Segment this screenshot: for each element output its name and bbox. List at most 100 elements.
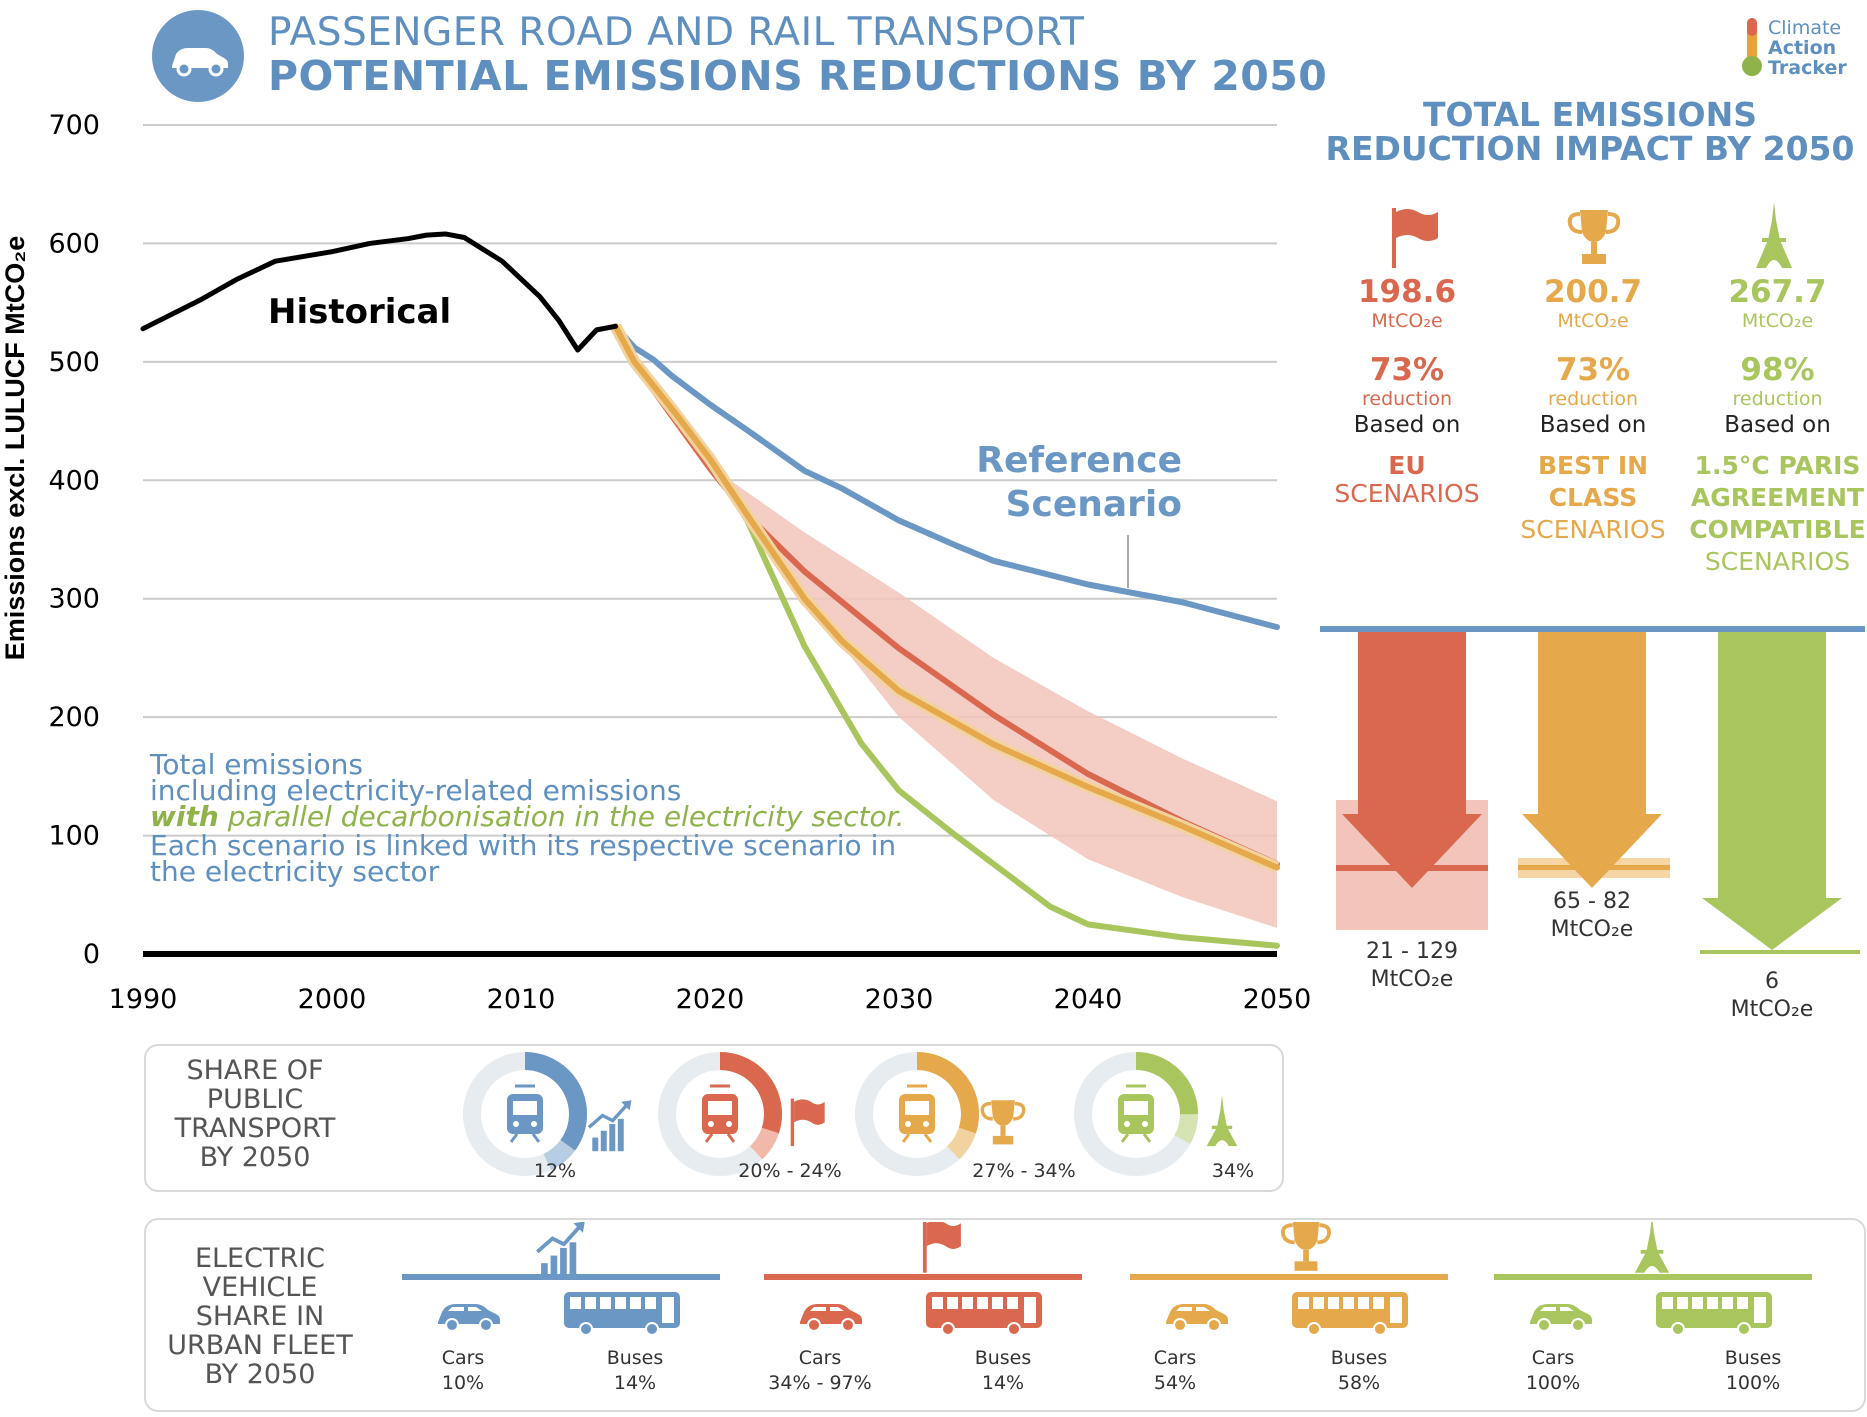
header-title-line1: PASSENGER ROAD AND RAIL TRANSPORT: [268, 10, 1085, 55]
impact-title-line2: REDUCTION IMPACT BY 2050: [1325, 129, 1855, 168]
tram-icon: [899, 1084, 935, 1143]
best-level-line: [1518, 865, 1670, 870]
public-transport-donuts: [463, 1052, 1238, 1176]
impact-column-paris: 267.7 MtCO₂e 98% reduction Based on 1.5°…: [1680, 274, 1867, 578]
eu-reduction-arrow: [1342, 632, 1482, 888]
best-in-class-line: [612, 323, 1280, 871]
impact-pct: 73%: [1369, 352, 1445, 388]
logo-line2: Action: [1768, 37, 1837, 59]
buses-label: Buses: [606, 1347, 664, 1369]
y-tick-label: 300: [48, 584, 100, 615]
reduction-arrows: [1320, 626, 1865, 954]
range-line1: 65 - 82: [1553, 889, 1631, 914]
eu-scenario-range-band: [615, 326, 1277, 928]
cars-value: 34% - 97%: [768, 1372, 872, 1394]
label-line: TRANSPORT: [174, 1113, 336, 1144]
paris-reduction-arrow: [1702, 632, 1842, 950]
header-title-line2: POTENTIAL EMISSIONS REDUCTIONS BY 2050: [268, 52, 1328, 100]
note-line1: Total emissions: [150, 748, 363, 781]
y-tick-label: 500: [48, 347, 100, 378]
car-icon: [1530, 1304, 1592, 1332]
scenario-plain: SCENARIOS: [1334, 479, 1480, 508]
ev-cars-2: Cars 34% - 97%: [760, 1346, 880, 1396]
buses-label: Buses: [974, 1347, 1032, 1369]
donut-share-arc: [658, 1052, 782, 1176]
y-tick-label: 400: [48, 465, 100, 496]
y-tick-label: 700: [48, 110, 100, 141]
ev-buses-1: Buses 14%: [590, 1346, 680, 1396]
bus-icon: [926, 1292, 1042, 1336]
ev-share-graphics: [402, 1222, 1812, 1336]
ev-group-bar: [764, 1274, 1082, 1280]
cars-label: Cars: [798, 1347, 842, 1369]
range-line1: 6: [1765, 969, 1779, 994]
scenario-bold: BEST IN: [1537, 451, 1649, 480]
pt-value-4: 34%: [1211, 1160, 1255, 1182]
y-tick-label: 600: [48, 228, 100, 259]
best-reduction-arrow: [1522, 632, 1662, 888]
x-tick-labels: 1990 2000 2010 2020 2030 2040 2050: [109, 984, 1312, 1015]
donut-share-arc: [463, 1052, 587, 1176]
note-line4: Each scenario is linked with its respect…: [150, 829, 897, 862]
based-on: Based on: [1539, 412, 1647, 438]
cars-label: Cars: [1531, 1347, 1575, 1369]
impact-title-line1: TOTAL EMISSIONS: [1423, 95, 1757, 134]
tram-icon: [1118, 1084, 1154, 1143]
cars-value: 54%: [1153, 1372, 1197, 1394]
ev-buses-4: Buses 100%: [1708, 1346, 1798, 1396]
trend-icon: [536, 1222, 585, 1279]
logo-line1: Climate: [1768, 17, 1842, 39]
eiffel-tower-icon: [1756, 202, 1792, 268]
reference-scenario-line: [612, 323, 1280, 631]
y-tick-labels: 0 100 200 300 400 500 600 700: [48, 110, 100, 970]
trophy-icon: [980, 1100, 1026, 1145]
flag-icon: [790, 1098, 825, 1147]
label-line: SHARE IN: [195, 1301, 325, 1332]
buses-value: 14%: [613, 1372, 657, 1394]
ev-cars-4: Cars 100%: [1508, 1346, 1598, 1396]
ev-share-label: ELECTRIC VEHICLE SHARE IN URBAN FLEET BY…: [150, 1244, 370, 1389]
label-line: URBAN FLEET: [167, 1330, 353, 1361]
tram-icon: [507, 1084, 543, 1143]
scenario-band: [615, 326, 1277, 928]
bus-icon: [1656, 1292, 1772, 1336]
x-tick-label: 1990: [109, 984, 178, 1015]
historical-line: [140, 231, 618, 353]
bus-icon: [1292, 1292, 1408, 1336]
impact-column-best: 200.7 MtCO₂e 73% reduction Based on BEST…: [1498, 274, 1688, 546]
buses-value: 100%: [1725, 1372, 1781, 1394]
series-lines: [140, 231, 1280, 957]
note-line3-rest: parallel decarbonisation in the electric…: [218, 800, 905, 833]
donut-share-arc: [1074, 1052, 1198, 1176]
range-line2: MtCO₂e: [1550, 917, 1634, 942]
impact-unit: MtCO₂e: [1741, 310, 1814, 332]
cars-value: 100%: [1525, 1372, 1581, 1394]
scenario-bold: EU: [1388, 451, 1426, 480]
cars-value: 10%: [441, 1372, 485, 1394]
pt-value-2: 20% - 24%: [738, 1160, 842, 1182]
note-line2: including electricity-related emissions: [150, 774, 682, 807]
cars-label: Cars: [1153, 1347, 1197, 1369]
x-tick-label: 2000: [298, 984, 367, 1015]
label-line: VEHICLE: [202, 1272, 318, 1303]
impact-column-eu: 198.6 MtCO₂e 73% reduction Based on EU S…: [1312, 274, 1502, 510]
impact-unit: MtCO₂e: [1371, 310, 1443, 332]
impact-value: 198.6: [1357, 274, 1457, 310]
label-line: BY 2050: [199, 1142, 311, 1173]
buses-value: 14%: [981, 1372, 1025, 1394]
logo-line3: Tracker: [1768, 57, 1847, 79]
header-car-badge: [152, 10, 244, 102]
bus-icon: [564, 1292, 680, 1336]
y-tick-label: 200: [48, 702, 100, 733]
impact-pct-label: reduction: [1732, 388, 1823, 410]
buses-label: Buses: [1724, 1347, 1782, 1369]
scenario-bold: CLASS: [1548, 483, 1638, 512]
scenario-plain: SCENARIOS: [1704, 547, 1851, 576]
note-line5: the electricity sector: [150, 855, 440, 888]
buses-value: 58%: [1337, 1372, 1381, 1394]
grid: [143, 124, 1277, 837]
eiffel-tower-icon: [1206, 1095, 1238, 1147]
scenario-name: EU SCENARIOS: [1312, 450, 1502, 510]
label-line: ELECTRIC: [194, 1243, 326, 1274]
range-line2: MtCO₂e: [1730, 997, 1814, 1022]
